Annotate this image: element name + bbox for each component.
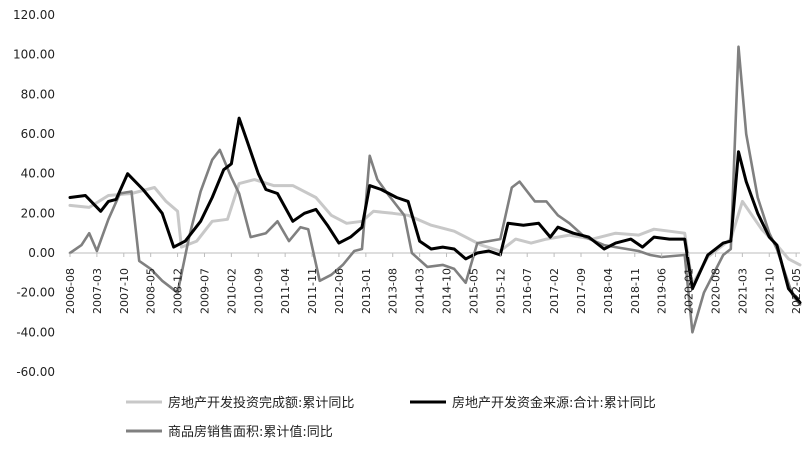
x-tick-label: 2017-09: [575, 268, 588, 314]
x-tick-label: 2018-04: [602, 268, 615, 314]
x-tick-label: 2020-08: [709, 268, 722, 314]
x-tick-label: 2019-06: [656, 268, 669, 314]
x-tick-label: 2022-05: [790, 268, 803, 314]
x-tick-label: 2007-03: [91, 268, 104, 314]
x-tick-label: 2014-03: [414, 268, 427, 314]
x-tick-label: 2010-09: [252, 268, 265, 314]
x-tick-label: 2011-04: [279, 268, 292, 314]
y-tick-label: 100.00: [13, 48, 55, 62]
x-tick-label: 2008-12: [172, 268, 185, 314]
x-tick-label: 2006-08: [64, 268, 77, 314]
x-axis-ticks: 2006-08 2007-03 2007-10 2008-05 2008-12 2009-…: [64, 253, 803, 314]
legend-label-1: 房地产开发资金来源:合计:累计同比: [452, 395, 656, 411]
x-tick-label: 2018-11: [629, 268, 642, 314]
x-tick-label: 2008-05: [145, 268, 158, 314]
x-tick-label: 2012-06: [333, 268, 346, 314]
x-tick-label: 2020-01: [683, 268, 696, 314]
y-tick-label: -40.00: [16, 325, 55, 339]
x-tick-label: 2013-08: [387, 268, 400, 314]
series-line-1: [68, 116, 802, 305]
x-tick-label: 2017-02: [548, 268, 561, 314]
y-tick-label: 20.00: [21, 206, 55, 220]
y-tick-label: 40.00: [21, 167, 55, 181]
y-tick-label: 80.00: [21, 87, 55, 101]
series-line-2: [68, 45, 802, 334]
y-tick-label: -20.00: [16, 286, 55, 300]
x-tick-label: 2009-07: [198, 268, 211, 314]
y-tick-label: 0.00: [28, 246, 55, 260]
y-tick-label: 60.00: [21, 127, 55, 141]
x-tick-label: 2014-10: [441, 268, 454, 314]
x-tick-label: 2010-02: [225, 268, 238, 314]
x-tick-label: 2011-11: [306, 268, 319, 314]
legend-label-2: 商品房销售面积:累计值:同比: [168, 424, 333, 440]
legend: 房地产开发投资完成额:累计同比 房地产开发资金来源:合计:累计同比商品房销售面积:…: [126, 395, 656, 440]
x-tick-label: 2007-10: [118, 268, 131, 314]
y-axis-ticks: 120.00 100.00 80.00 60.00 40.00 20.00 0.00 -20.…: [13, 8, 55, 379]
legend-label-0: 房地产开发投资完成额:累计同比: [168, 395, 354, 411]
x-tick-label: 2016-07: [521, 268, 534, 314]
y-tick-label: -60.00: [16, 365, 55, 379]
x-tick-label: 2015-12: [494, 268, 507, 314]
x-tick-label: 2021-03: [736, 268, 749, 314]
y-tick-label: 120.00: [13, 8, 55, 22]
x-tick-label: 2021-10: [763, 268, 776, 314]
x-tick-label: 2015-05: [467, 268, 480, 314]
x-tick-label: 2013-01: [360, 268, 373, 314]
series-lines: [68, 45, 802, 334]
